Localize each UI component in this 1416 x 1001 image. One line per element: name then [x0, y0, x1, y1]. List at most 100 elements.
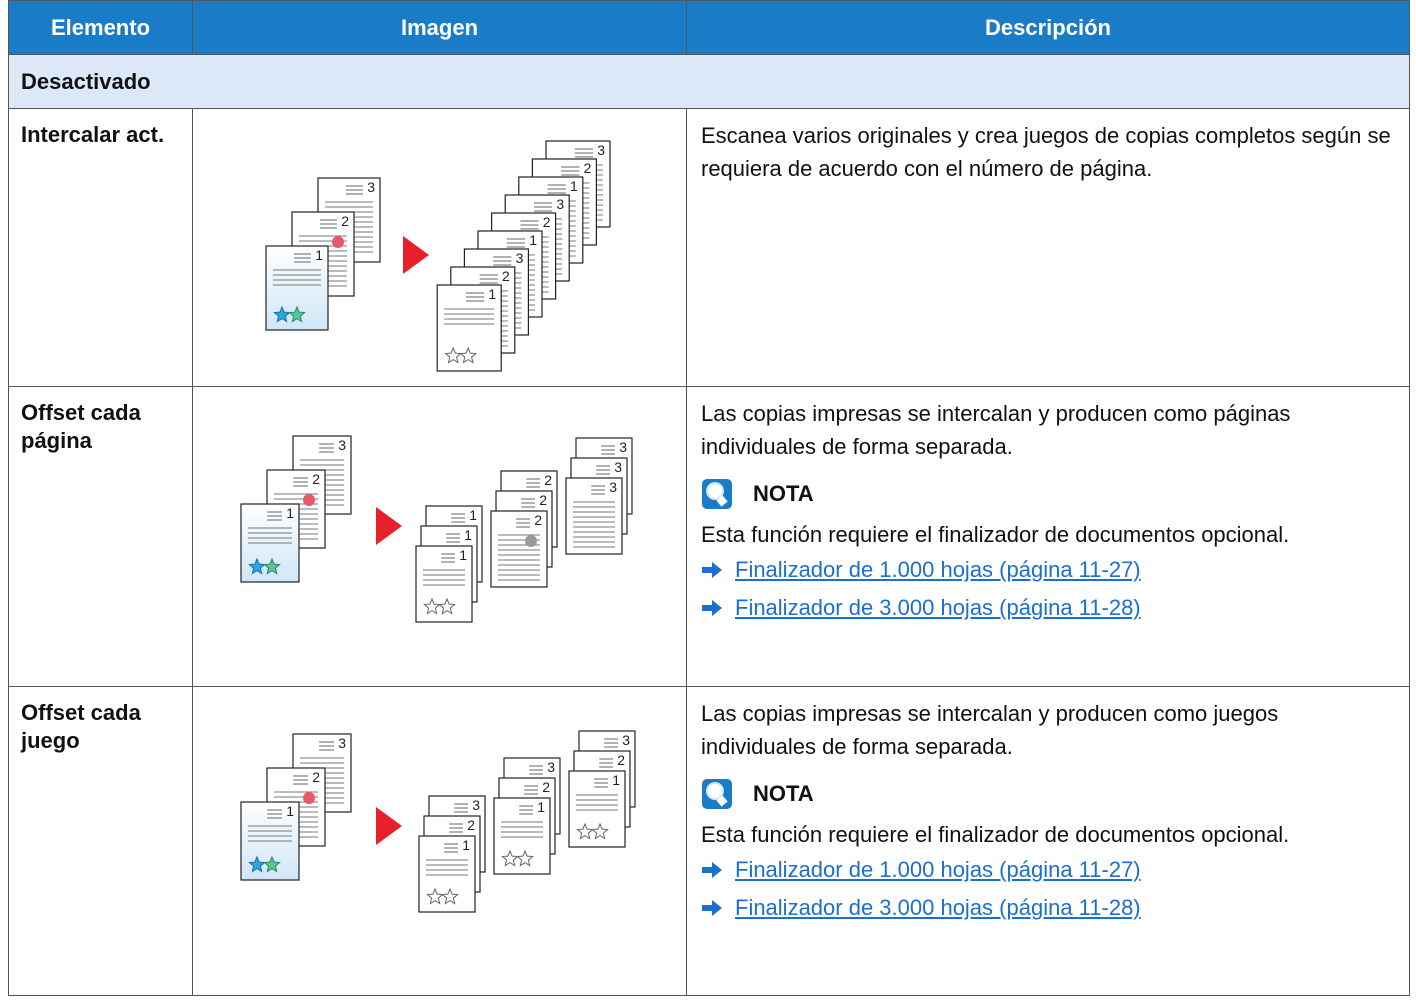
- star: [288, 305, 306, 323]
- illustration: 3 2 1 1 1 1 2 2 2 3 3 3: [240, 435, 633, 623]
- star: [426, 887, 444, 905]
- link[interactable]: Finalizador de 3.000 hojas (página 11-28…: [735, 895, 1141, 920]
- page-number: 2: [544, 472, 552, 488]
- description: Las copias impresas se intercalan y prod…: [701, 701, 1279, 759]
- page-number: 3: [338, 437, 346, 453]
- star: [423, 597, 441, 615]
- bulb: [706, 781, 724, 800]
- page-number: 1: [315, 247, 323, 263]
- page-number: 1: [537, 799, 545, 815]
- arrow-icon: [702, 862, 722, 878]
- page-number: 3: [472, 797, 480, 813]
- description-cell: Las copias impresas se intercalan y prod…: [686, 386, 1410, 687]
- note-title: NOTA: [753, 481, 814, 506]
- dot: [303, 494, 315, 506]
- star: [248, 855, 266, 873]
- description: Las copias impresas se intercalan y prod…: [701, 401, 1291, 459]
- link-row: Finalizador de 3.000 hojas (página 11-28…: [701, 889, 1395, 927]
- header-cell: Imagen: [192, 0, 687, 55]
- page-number: 3: [338, 735, 346, 751]
- sheet: [490, 510, 548, 588]
- page-number: 1: [570, 178, 578, 194]
- dot: [332, 236, 344, 248]
- description-cell: Escanea varios originales y crea juegos …: [686, 108, 1410, 387]
- dot: [525, 535, 537, 547]
- sheet: [265, 245, 329, 331]
- page-number: 2: [502, 268, 510, 284]
- link-row: Finalizador de 3.000 hojas (página 11-28…: [701, 589, 1395, 627]
- note-heading: NOTA: [701, 777, 1395, 810]
- note-title: NOTA: [753, 781, 814, 806]
- page-number: 3: [622, 732, 630, 748]
- star: [438, 597, 456, 615]
- header-cell: Descripción: [686, 0, 1410, 55]
- link-arrow: [702, 862, 722, 878]
- page-number: 2: [467, 817, 475, 833]
- page-number: 1: [286, 803, 294, 819]
- page-number: 3: [367, 179, 375, 195]
- link-row: Finalizador de 1.000 hojas (página 11-27…: [701, 851, 1395, 889]
- item-label: Offset cada juego: [21, 700, 141, 753]
- item-cell: Intercalar act.: [8, 108, 193, 387]
- link-arrow: [702, 562, 722, 578]
- star: [501, 849, 519, 867]
- link-row: Finalizador de 1.000 hojas (página 11-27…: [701, 551, 1395, 589]
- star: [591, 822, 609, 840]
- note-icon: [702, 778, 732, 809]
- page-number: 1: [464, 527, 472, 543]
- description-cell: Las copias impresas se intercalan y prod…: [686, 686, 1410, 996]
- page-number: 2: [617, 752, 625, 768]
- arrow: [403, 236, 429, 274]
- arrow: [376, 807, 402, 845]
- page-number: 2: [341, 213, 349, 229]
- page-number: 2: [542, 779, 550, 795]
- section-row: Desactivado: [8, 54, 1410, 109]
- page-number: 3: [619, 439, 627, 455]
- image-cell: 3 2 1 1 1 1 2 2 2 3 3 3: [192, 386, 687, 687]
- star: [444, 346, 463, 364]
- item-label: Intercalar act.: [21, 122, 165, 147]
- image-cell: 3 2 1 3 2 1 3 2 1 3 2 1: [192, 686, 687, 996]
- link-arrow: [702, 900, 722, 916]
- page-number: 3: [597, 142, 605, 158]
- link[interactable]: Finalizador de 1.000 hojas (página 11-27…: [735, 557, 1141, 582]
- description: Escanea varios originales y crea juegos …: [701, 123, 1391, 181]
- star: [263, 855, 281, 873]
- note-text: Esta función requiere el finalizador de …: [701, 822, 1290, 847]
- arrow-icon: [702, 600, 722, 616]
- page-number: 3: [556, 196, 564, 212]
- note-heading: NOTA: [701, 477, 1395, 510]
- page-number: 3: [614, 459, 622, 475]
- page-number: 1: [529, 232, 537, 248]
- item-label: Offset cada página: [21, 400, 141, 453]
- bulb-base: [716, 494, 728, 507]
- header-cell: Elemento: [8, 0, 193, 55]
- page-number: 2: [312, 471, 320, 487]
- arrow-icon: [702, 900, 722, 916]
- page-number: 1: [469, 507, 477, 523]
- page-number: 1: [286, 505, 294, 521]
- star: [273, 305, 291, 323]
- page-number: 1: [612, 772, 620, 788]
- star: [576, 822, 594, 840]
- link[interactable]: Finalizador de 1.000 hojas (página 11-27…: [735, 857, 1141, 882]
- page-number: 2: [534, 512, 542, 528]
- page-number: 1: [488, 286, 496, 302]
- star: [516, 849, 534, 867]
- page-number: 1: [462, 837, 470, 853]
- page-number: 2: [543, 214, 551, 230]
- arrow: [376, 507, 402, 545]
- page-number: 3: [609, 479, 617, 495]
- page-number: 2: [312, 769, 320, 785]
- page-number: 2: [539, 492, 547, 508]
- item-cell: Offset cada página: [8, 386, 193, 687]
- star: [441, 887, 459, 905]
- item-cell: Offset cada juego: [8, 686, 193, 996]
- star: [459, 346, 478, 364]
- sheet: [565, 477, 623, 555]
- page-number: 1: [459, 547, 467, 563]
- link[interactable]: Finalizador de 3.000 hojas (página 11-28…: [735, 595, 1141, 620]
